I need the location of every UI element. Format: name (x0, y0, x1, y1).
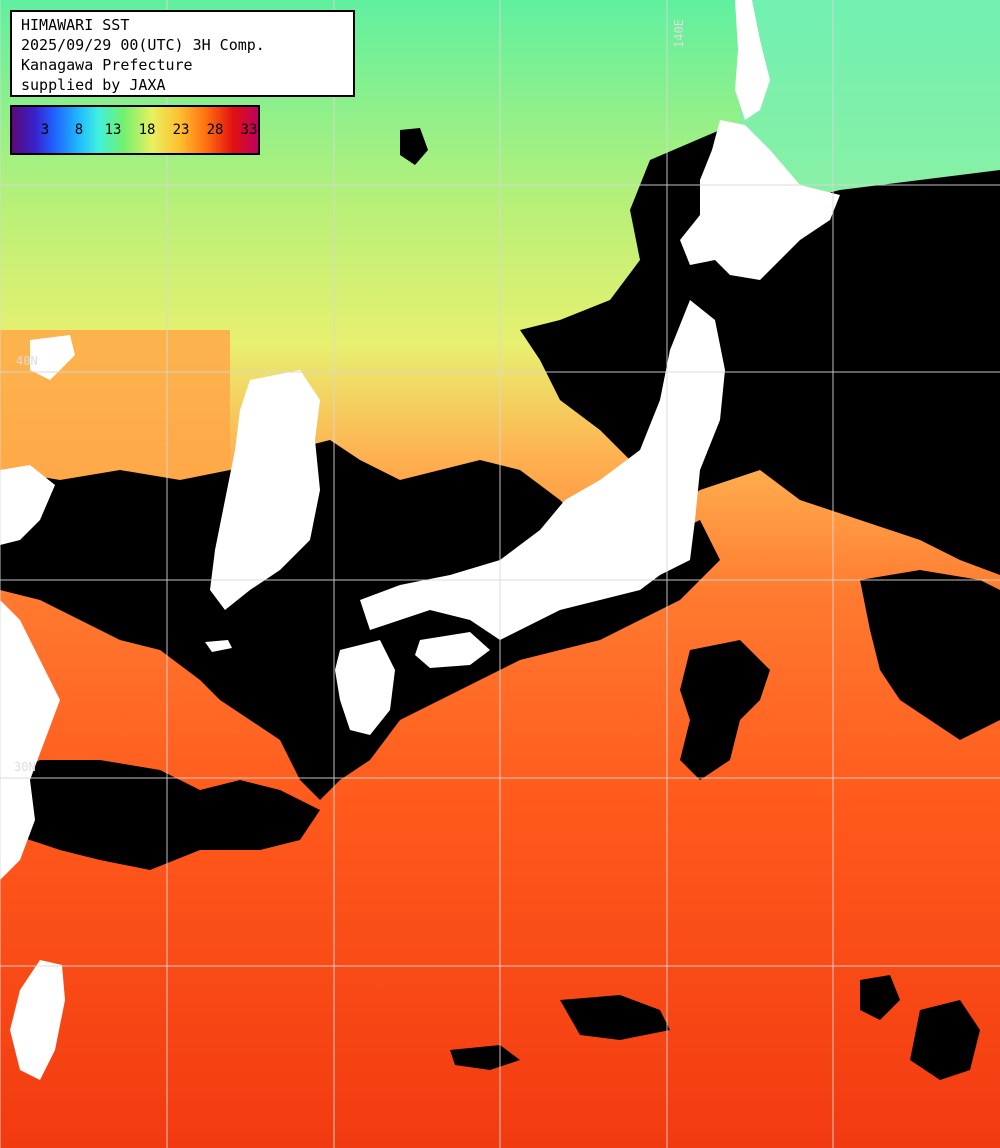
colorbar-tick-23: 23 (172, 122, 190, 138)
lat-label-30n: 30N (14, 760, 36, 774)
info-box: HIMAWARI SST 2025/09/29 00(UTC) 3H Comp.… (10, 10, 355, 97)
colorbar-tick-8: 8 (74, 122, 84, 138)
land-honshu (360, 300, 725, 640)
colorbar-tick-28: 28 (206, 122, 224, 138)
land (0, 0, 840, 1080)
colorbar-tick-3: 3 (40, 122, 50, 138)
land-hokkaido (680, 120, 840, 280)
land-korea (210, 370, 320, 610)
land-sakhalin (735, 0, 770, 120)
land-liaodong (30, 335, 75, 380)
map-region: Kanagawa Prefecture (21, 56, 193, 74)
map-supplier: supplied by JAXA (21, 76, 166, 94)
land-kyushu (335, 640, 395, 735)
map-title: HIMAWARI SST (21, 16, 130, 34)
lon-label-140e: 140E (672, 19, 686, 48)
land-shikoku (415, 632, 490, 668)
temperature-colorbar: 3 8 13 18 23 28 33 (10, 105, 260, 155)
colorbar-tick-13: 13 (104, 122, 122, 138)
colorbar-tick-33: 33 (240, 122, 258, 138)
lat-label-40n: 40N (16, 354, 38, 368)
map-datetime: 2025/09/29 00(UTC) 3H Comp. (21, 36, 265, 54)
land-taiwan (10, 960, 65, 1080)
land-china (0, 465, 55, 545)
land-jeju (205, 640, 232, 652)
colorbar-tick-18: 18 (138, 122, 156, 138)
land-china-south (0, 600, 60, 880)
